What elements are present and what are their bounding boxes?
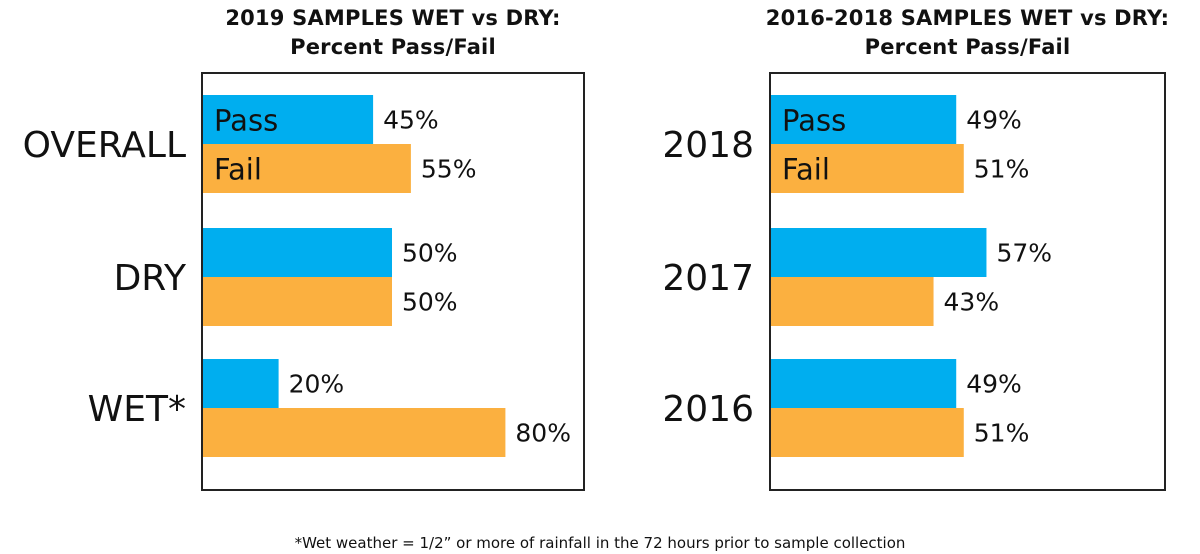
fail-bar [771, 144, 964, 193]
chart-title-line: 2019 SAMPLES WET vs DRY: [225, 6, 561, 30]
plot-frame [201, 72, 585, 491]
category-label: 2017 [662, 258, 754, 299]
pass-bar [203, 95, 374, 144]
pass-bar [771, 359, 957, 408]
pass-bar [203, 228, 392, 277]
value-label: 20% [289, 370, 345, 399]
value-label: 51% [974, 155, 1030, 184]
legend-label-pass: Pass [214, 104, 278, 138]
value-label: 57% [996, 239, 1052, 268]
value-label: 51% [974, 419, 1030, 448]
value-label: 55% [421, 155, 477, 184]
pass-bar [203, 359, 279, 408]
category-label: 2018 [662, 125, 754, 166]
category-label: WET* [88, 389, 186, 430]
value-label: 50% [402, 239, 458, 268]
category-label: OVERALL [23, 125, 186, 166]
chart-title-line: 2016-2018 SAMPLES WET vs DRY: [765, 6, 1170, 30]
legend-label-fail: Fail [782, 153, 830, 187]
plot-frame [769, 72, 1166, 491]
chart-title-2016-2018: 2016-2018 SAMPLES WET vs DRY: Percent Pa… [760, 4, 1175, 62]
category-label: DRY [114, 258, 187, 299]
value-label: 45% [383, 106, 439, 135]
fail-bar [203, 277, 392, 326]
pass-bar [771, 95, 957, 144]
footnote: *Wet weather = 1/2” or more of rainfall … [294, 534, 906, 552]
legend-label-fail: Fail [214, 153, 262, 187]
value-label: 43% [944, 288, 1000, 317]
fail-bar [771, 408, 964, 457]
value-label: 50% [402, 288, 458, 317]
fail-bar [203, 144, 411, 193]
fail-bar [203, 408, 506, 457]
fail-bar [771, 277, 934, 326]
value-label: 80% [515, 419, 571, 448]
chart-subtitle-line: Percent Pass/Fail [290, 35, 496, 59]
value-label: 49% [966, 106, 1022, 135]
category-label: 2016 [662, 389, 754, 430]
chart-title-2019: 2019 SAMPLES WET vs DRY: Percent Pass/Fa… [193, 4, 593, 62]
chart-subtitle-line: Percent Pass/Fail [864, 35, 1071, 59]
legend-label-pass: Pass [782, 104, 846, 138]
value-label: 49% [966, 370, 1022, 399]
pass-bar [771, 228, 987, 277]
